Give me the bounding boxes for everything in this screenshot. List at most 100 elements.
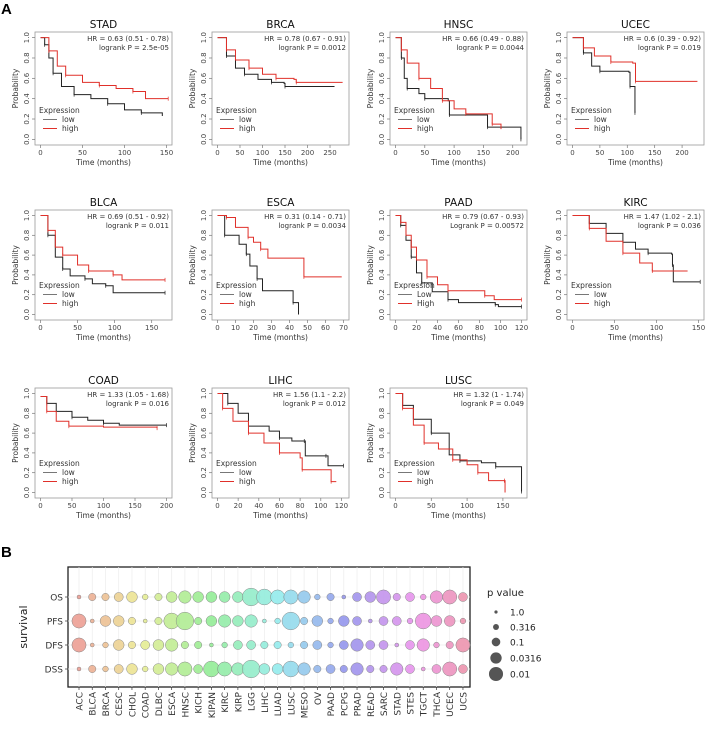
y-tick-label: 0.6 (23, 427, 31, 439)
logrank-p: logrank P = 0.019 (638, 44, 701, 52)
x-tick-label: 100 (460, 502, 473, 510)
y-tick-label: 0.4 (200, 447, 208, 459)
bubble-plot: OS PFS DFS DSS ACC BLCA BRCA CESC CHOL COAD DLBC ES… (17, 566, 542, 718)
legend-title: Expression (571, 281, 612, 290)
y-axis-label: Probability (11, 423, 20, 463)
bubble-os-prad (352, 592, 362, 602)
y-tick-label: 0.2 (23, 113, 31, 124)
bubble-os-thca (429, 590, 443, 604)
x-axis-label: Time (months) (252, 333, 308, 342)
bubble-dss-stad (390, 662, 404, 676)
bubble-pfs-acc (71, 613, 87, 629)
bubble-dfs-coad (140, 640, 150, 650)
y-tick-label: 0.2 (555, 113, 563, 124)
legend-label: low (62, 115, 75, 124)
y-tick-label: 1.0 (23, 388, 31, 399)
x-tick-label: 150 (128, 502, 141, 510)
x-tick-label: 50 (427, 502, 436, 510)
x-tick-label: 0 (215, 149, 219, 157)
hazard-ratio: HR = 0.79 (0.67 - 0.93) (442, 213, 524, 221)
x-tick-label: 0 (393, 324, 397, 332)
x-tick-label: 100 (447, 149, 460, 157)
bubble-os-stad (392, 593, 401, 601)
legend-label: high (239, 299, 256, 308)
x-axis-label: Time (months) (607, 333, 663, 342)
bubble-os-esca (166, 591, 178, 603)
bubble-dfs-kipan (209, 642, 214, 648)
bubble-pfs-ov (311, 615, 323, 627)
y-tick-label: 0.2 (378, 113, 386, 124)
survival-curve-high (40, 215, 166, 281)
y-tick-label: 0.0 (378, 309, 386, 320)
legend-title: Expression (394, 459, 435, 468)
x-tick-label: 150 (278, 149, 291, 157)
bubble-dfs-stad (394, 642, 400, 648)
y-axis-label: Probability (11, 245, 20, 285)
y-tick-label: 0.0 (23, 309, 31, 320)
x-axis-label: Time (months) (607, 158, 663, 167)
x-tick-label: 0 (393, 149, 397, 157)
plot-title: LUSC (445, 375, 472, 387)
x-tick-label: 100 (97, 502, 110, 510)
legend-title: Expression (216, 106, 257, 115)
bubble-dss-ucec (442, 661, 458, 677)
x-tick-label: 200 (506, 149, 519, 157)
category-label: ACC (76, 692, 86, 711)
bubble-pfs-ucec (444, 615, 456, 627)
bubble-dss-ov (313, 665, 322, 673)
bubble-dss-lihc (258, 663, 271, 675)
x-tick-label: 200 (160, 502, 173, 510)
legend-bubble (494, 610, 498, 614)
y-tick-label: 0.4 (23, 269, 31, 281)
km-plot-coad: COAD HR = 1.33 (1.05 - 1.68)logrank P = 0… (11, 375, 173, 520)
y-tick-label: 0.4 (200, 269, 208, 281)
category-label: READ (367, 692, 377, 717)
y-axis-label: Probability (188, 245, 197, 285)
survival-curve-low (395, 37, 522, 140)
logrank-p: logrank P = 0.012 (283, 400, 346, 408)
category-label: KICH (195, 692, 205, 714)
x-tick-label: 50 (78, 149, 87, 157)
plot-frame (566, 209, 705, 321)
category-label: LIHC (261, 692, 271, 713)
y-tick-label: 0.0 (378, 487, 386, 498)
category-label: SARC (380, 692, 390, 716)
bubble-os-pcpg (341, 594, 347, 600)
survival-curve-high (572, 215, 688, 272)
survival-curve-high (217, 393, 337, 483)
bubble-dss-esca (165, 662, 179, 676)
bubble-dss-meso (297, 662, 311, 676)
legend-label: low (417, 115, 430, 124)
plot-frame (211, 209, 350, 321)
bubble-pfs-pcpg (338, 615, 350, 627)
logrank-p: logrank P = 0.0012 (278, 44, 346, 52)
x-tick-label: 0 (570, 324, 574, 332)
plot-frame (34, 31, 173, 146)
bubble-pfs-blca (89, 618, 95, 624)
x-tick-label: 150 (496, 502, 509, 510)
x-tick-label: 0 (38, 324, 42, 332)
legend-label: 0.316 (510, 624, 536, 634)
legend-bubble (491, 637, 501, 647)
km-plots: STAD HR = 0.63 (0.51 - 0.78)logrank P = 2… (11, 19, 705, 520)
legend-label: high (62, 299, 79, 308)
km-plot-paad: PAAD HR = 0.79 (0.67 - 0.93)Logrank P = 0… (366, 197, 528, 342)
x-tick-label: 0 (38, 149, 42, 157)
x-axis-label: Time (months) (75, 511, 131, 520)
y-tick-label: 1.0 (200, 388, 208, 399)
legend-bubble (488, 666, 504, 682)
y-tick-label: 0.4 (378, 447, 386, 459)
bubble-os-stes (405, 592, 415, 602)
bubble-os-kirp (232, 591, 244, 603)
bubble-dss-pcpg (339, 665, 348, 673)
logrank-p: logrank P = 2.5e-05 (99, 44, 169, 52)
category-label: KIRC (221, 692, 231, 713)
y-tick-label: 0.8 (378, 52, 386, 63)
plot-title: HNSC (444, 19, 474, 31)
bubble-dss-paad (325, 664, 336, 674)
bubble-dss-coad (142, 665, 149, 673)
bubble-os-chol (126, 591, 138, 603)
hazard-ratio: HR = 0.6 (0.39 - 0.92) (624, 35, 702, 43)
x-tick-label: 50 (68, 502, 77, 510)
